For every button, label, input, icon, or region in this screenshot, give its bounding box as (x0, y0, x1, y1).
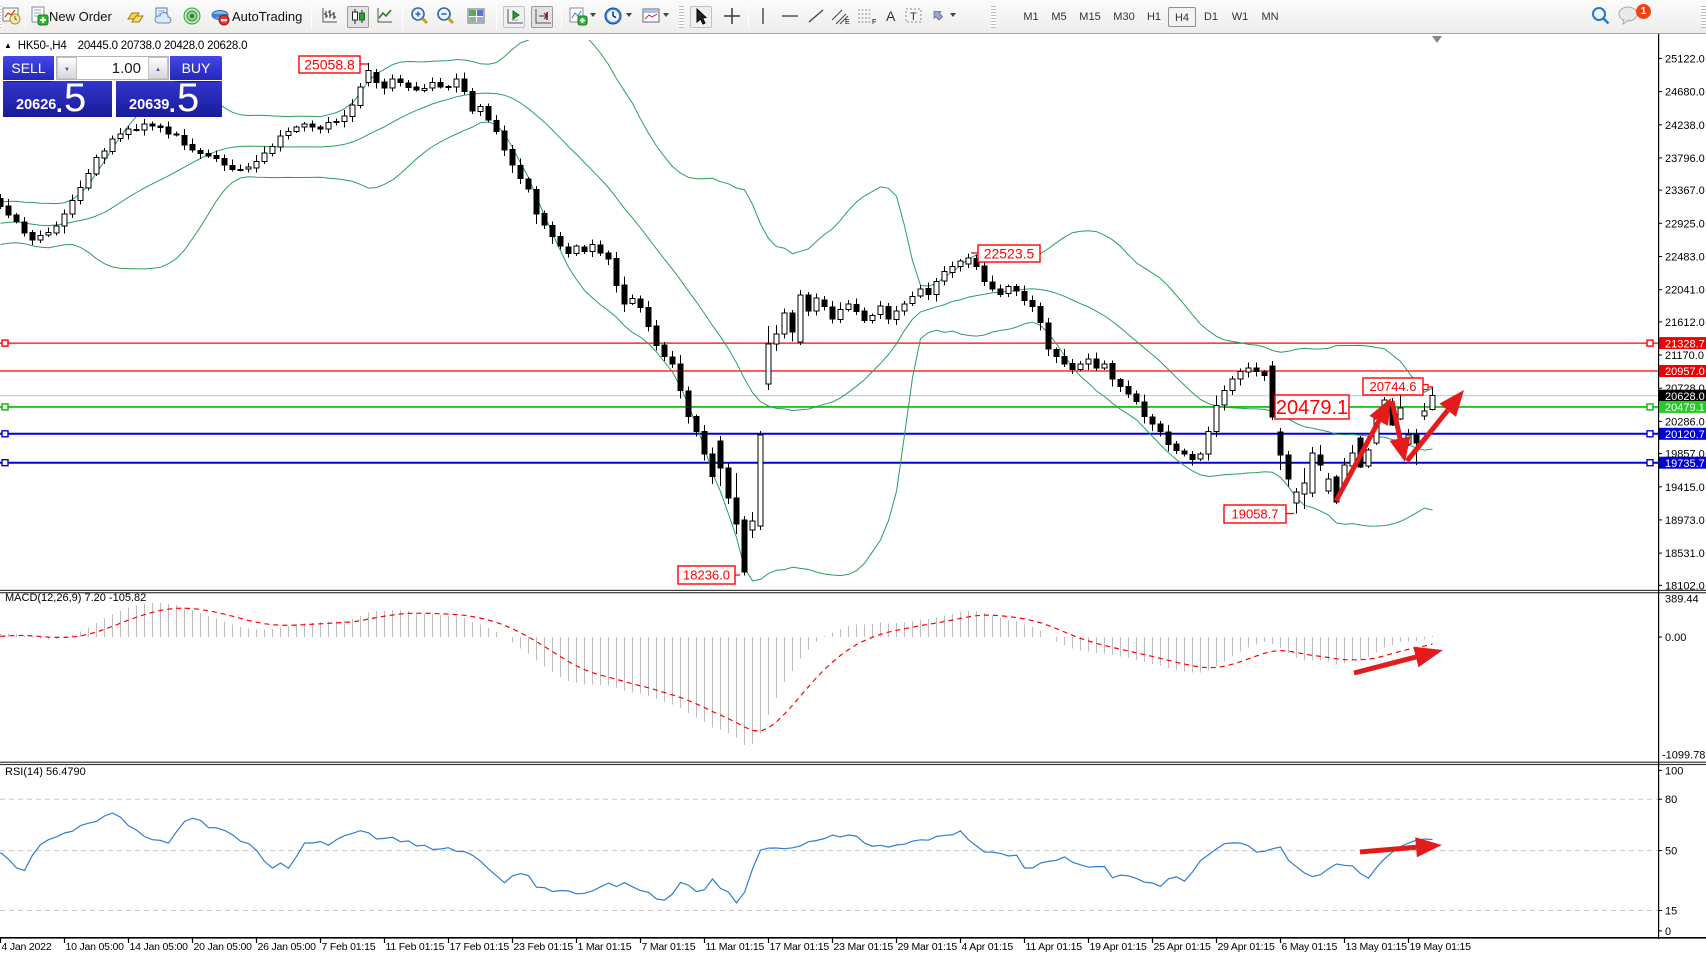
svg-text:4 Jan 2022: 4 Jan 2022 (2, 941, 52, 953)
svg-text:21612.0: 21612.0 (1665, 317, 1705, 329)
svg-text:29 Mar 01:15: 29 Mar 01:15 (898, 941, 958, 953)
svg-text:A: A (886, 8, 896, 24)
svg-text:10 Jan 05:00: 10 Jan 05:00 (66, 941, 125, 953)
svg-text:1 Mar 01:15: 1 Mar 01:15 (578, 941, 632, 953)
svg-text:20957.0: 20957.0 (1665, 366, 1705, 378)
svg-text:20286.0: 20286.0 (1665, 416, 1705, 428)
svg-text:18531.0: 18531.0 (1665, 548, 1705, 560)
svg-text:0.00: 0.00 (1665, 632, 1686, 644)
svg-text:100: 100 (1665, 765, 1683, 777)
svg-text:18236.0: 18236.0 (683, 568, 730, 583)
svg-text:RSI(14) 56.4790: RSI(14) 56.4790 (5, 766, 86, 778)
svg-text:18973.0: 18973.0 (1665, 515, 1705, 527)
svg-text:E: E (845, 19, 850, 26)
svg-text:7 Feb 01:15: 7 Feb 01:15 (322, 941, 376, 953)
svg-text:MACD(12,26,9) 7.20 -105.82: MACD(12,26,9) 7.20 -105.82 (5, 592, 146, 604)
svg-text:17 Feb 01:15: 17 Feb 01:15 (450, 941, 510, 953)
svg-text:11 Mar 01:15: 11 Mar 01:15 (706, 941, 765, 953)
svg-text:25122.0: 25122.0 (1665, 53, 1705, 65)
svg-text:21170.0: 21170.0 (1665, 350, 1704, 362)
svg-text:21328.7: 21328.7 (1665, 338, 1705, 350)
svg-text:20479.1: 20479.1 (1665, 402, 1705, 414)
svg-text:22483.0: 22483.0 (1665, 252, 1705, 264)
svg-text:29 Apr 01:15: 29 Apr 01:15 (1218, 941, 1276, 953)
svg-text:20628.0: 20628.0 (1665, 391, 1705, 403)
svg-text:20744.6: 20744.6 (1370, 379, 1417, 394)
svg-text:6 May 01:15: 6 May 01:15 (1282, 941, 1338, 953)
svg-text:23 Mar 01:15: 23 Mar 01:15 (834, 941, 894, 953)
svg-text:25 Apr 01:15: 25 Apr 01:15 (1154, 941, 1212, 953)
svg-text:23 Feb 01:15: 23 Feb 01:15 (514, 941, 574, 953)
svg-text:11 Apr 01:15: 11 Apr 01:15 (1026, 941, 1083, 953)
svg-text:22523.5: 22523.5 (984, 246, 1035, 262)
svg-text:15: 15 (1665, 906, 1677, 918)
svg-text:20479.1: 20479.1 (1276, 397, 1348, 419)
svg-text:24680.0: 24680.0 (1665, 87, 1705, 99)
svg-text:22041.0: 22041.0 (1665, 285, 1705, 297)
svg-text:7 Mar 01:15: 7 Mar 01:15 (642, 941, 696, 953)
svg-text:23367.0: 23367.0 (1665, 185, 1705, 197)
svg-text:4 Apr 01:15: 4 Apr 01:15 (962, 941, 1014, 953)
svg-text:17 Mar 01:15: 17 Mar 01:15 (770, 941, 830, 953)
svg-text:18102.0: 18102.0 (1665, 580, 1705, 592)
svg-text:389.44: 389.44 (1665, 594, 1699, 606)
svg-text:19415.0: 19415.0 (1665, 482, 1705, 494)
svg-text:13 May 01:15: 13 May 01:15 (1346, 941, 1408, 953)
svg-text:F: F (872, 19, 876, 26)
svg-text:0: 0 (1665, 926, 1671, 938)
svg-text:24238.0: 24238.0 (1665, 120, 1705, 132)
svg-text:14 Jan 05:00: 14 Jan 05:00 (130, 941, 189, 953)
svg-text:25058.8: 25058.8 (304, 57, 355, 73)
svg-text:T: T (910, 11, 917, 23)
svg-text:-1099.78: -1099.78 (1662, 749, 1705, 761)
svg-text:20120.7: 20120.7 (1665, 429, 1705, 441)
svg-text:19058.7: 19058.7 (1232, 507, 1279, 522)
svg-text:20 Jan 05:00: 20 Jan 05:00 (194, 941, 253, 953)
svg-text:19735.7: 19735.7 (1665, 458, 1705, 470)
svg-text:19 May 01:15: 19 May 01:15 (1410, 941, 1472, 953)
svg-text:22925.0: 22925.0 (1665, 218, 1705, 230)
svg-text:23796.0: 23796.0 (1665, 153, 1705, 165)
svg-text:26 Jan 05:00: 26 Jan 05:00 (258, 941, 317, 953)
svg-text:11 Feb 01:15: 11 Feb 01:15 (386, 941, 445, 953)
svg-text:19 Apr 01:15: 19 Apr 01:15 (1090, 941, 1148, 953)
svg-text:50: 50 (1665, 846, 1677, 858)
svg-text:80: 80 (1665, 794, 1677, 806)
